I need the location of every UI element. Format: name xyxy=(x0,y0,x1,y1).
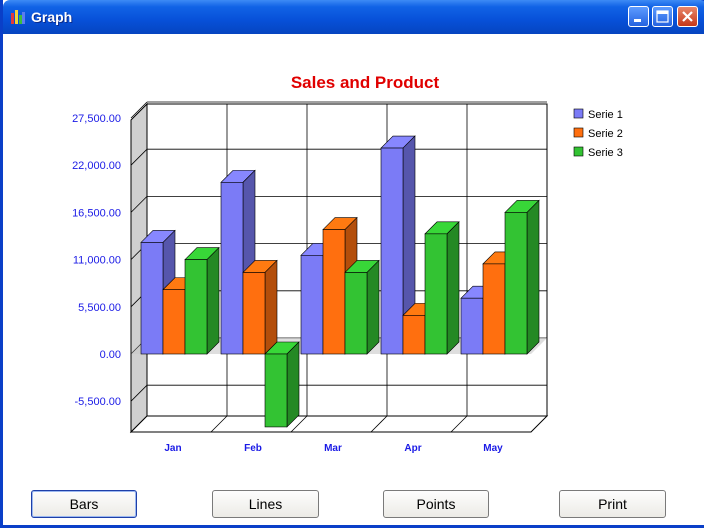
bar-side-serie-3 xyxy=(366,259,380,355)
legend-label-serie-3: Serie 3 xyxy=(588,147,623,159)
bar-serie-2 xyxy=(402,315,426,355)
close-button[interactable] xyxy=(677,6,698,27)
window-title: Graph xyxy=(31,9,73,25)
legend-swatch-serie-2 xyxy=(573,127,584,138)
close-icon xyxy=(682,11,693,22)
print-button[interactable]: Print xyxy=(559,490,666,518)
bar-side-serie-2 xyxy=(264,259,278,355)
x-tick-label: Jan xyxy=(164,443,181,454)
y-tick-label: 0.00 xyxy=(100,349,121,361)
bar-serie-1 xyxy=(460,297,484,355)
gridline-h-side xyxy=(130,148,148,166)
y-tick-label: 5,500.00 xyxy=(78,302,121,314)
x-tick-label: Feb xyxy=(244,443,262,454)
maximize-icon xyxy=(656,10,669,23)
bar-side-serie-3 xyxy=(446,221,460,355)
bar-serie-2 xyxy=(162,289,186,355)
chart-floor xyxy=(129,415,549,433)
gridline-h-side xyxy=(130,196,148,213)
bar-side-serie-3 xyxy=(206,246,220,355)
x-tick-label: Mar xyxy=(324,443,342,454)
bar-side-serie-3 xyxy=(286,341,300,428)
gridline-v-floor xyxy=(450,415,468,433)
legend-swatch-serie-1 xyxy=(573,108,584,119)
title-bar[interactable]: Graph xyxy=(3,0,704,34)
y-tick-label: -5,500.00 xyxy=(75,396,121,408)
gridline-v-floor xyxy=(210,415,228,433)
y-tick-label: 16,500.00 xyxy=(72,207,121,219)
legend-swatch-serie-3 xyxy=(573,146,584,157)
minimize-icon xyxy=(634,19,641,22)
minimize-button[interactable] xyxy=(628,6,649,27)
gridline-h-side xyxy=(130,384,148,402)
bar-serie-3 xyxy=(344,272,368,355)
y-tick-label: 11,000.00 xyxy=(73,255,121,267)
bar-serie-2 xyxy=(242,272,266,355)
gridline-h-side xyxy=(130,101,148,119)
points-button[interactable]: Points xyxy=(383,490,489,518)
bar-serie-3 xyxy=(264,353,288,428)
bar-serie-1 xyxy=(380,147,404,355)
x-tick-label: Apr xyxy=(404,443,421,454)
sales-chart: Sales and Product 27,500.00 22,000.00 16,50… xyxy=(72,73,623,454)
gridline-v-floor xyxy=(370,415,388,433)
bar-side-serie-3 xyxy=(526,199,540,355)
chart-app-icon xyxy=(11,10,25,24)
bar-serie-3 xyxy=(184,259,208,355)
bar-serie-3 xyxy=(504,212,528,355)
y-tick-label: 27,500.00 xyxy=(72,113,121,125)
legend-label-serie-2: Serie 2 xyxy=(588,128,623,140)
bar-serie-2 xyxy=(322,229,346,355)
bar-serie-2 xyxy=(482,263,506,355)
maximize-button[interactable] xyxy=(652,6,673,27)
client-area: Sales and Product 27,500.00 22,000.00 16,50… xyxy=(6,34,704,525)
bar-serie-1 xyxy=(300,255,324,355)
gridline-v-floor xyxy=(290,415,308,433)
bar-serie-3 xyxy=(424,233,448,355)
chart-title: Sales and Product xyxy=(291,73,440,92)
lines-button[interactable]: Lines xyxy=(212,490,319,518)
bars-button[interactable]: Bars xyxy=(31,490,137,518)
bar-serie-1 xyxy=(140,242,164,355)
bar-serie-1 xyxy=(220,182,244,355)
y-tick-label: 22,000.00 xyxy=(72,160,121,172)
legend-label-serie-1: Serie 1 xyxy=(588,109,623,121)
x-tick-label: May xyxy=(483,443,503,454)
